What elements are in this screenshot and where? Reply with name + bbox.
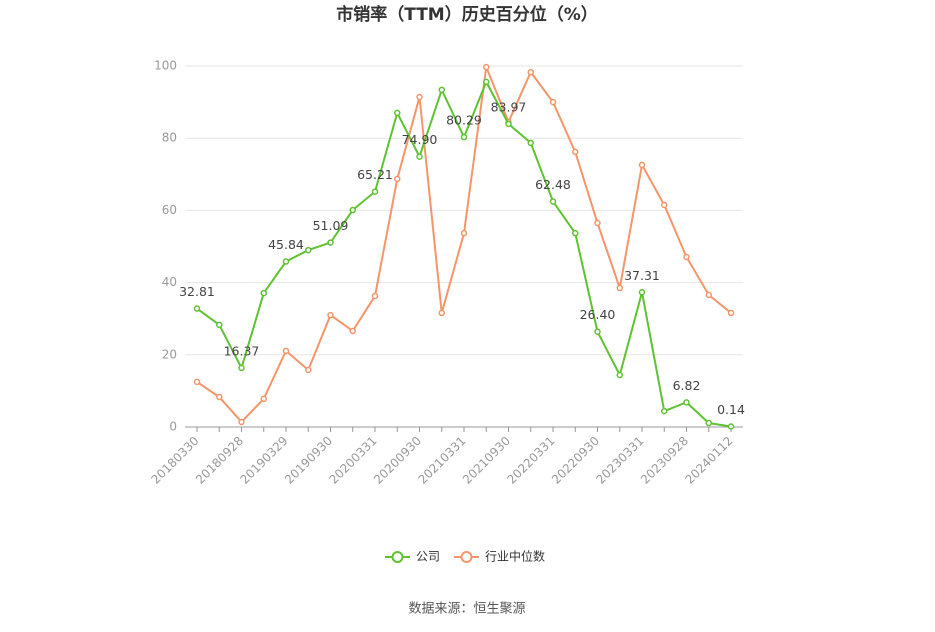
legend-label: 公司	[416, 550, 440, 564]
point	[460, 229, 468, 237]
point	[349, 327, 356, 335]
data-label: 16.37	[224, 343, 260, 358]
point	[483, 78, 490, 86]
point	[705, 291, 712, 299]
source: 数据来源：恒生聚源	[408, 602, 525, 617]
point	[460, 133, 468, 141]
legend-marker	[460, 551, 473, 563]
x-tick-label: 20240112	[683, 434, 736, 487]
data-label: 65.21	[357, 167, 393, 182]
point	[594, 219, 601, 227]
point	[683, 399, 690, 406]
data-label: 51.09	[313, 218, 349, 233]
data-label: 37.31	[624, 268, 660, 283]
data-label: 83.97	[491, 99, 527, 114]
point	[527, 139, 534, 147]
point	[282, 347, 290, 355]
point	[238, 364, 245, 372]
point	[572, 148, 579, 156]
point	[216, 393, 223, 401]
y-tick-label: 0	[169, 420, 177, 434]
point	[549, 198, 557, 205]
data-label: 32.81	[179, 284, 215, 299]
point	[216, 321, 223, 329]
chart-title: 市销率（TTM）历史百分位（%）	[336, 4, 598, 25]
point	[638, 161, 646, 169]
point	[193, 305, 201, 312]
point	[616, 284, 623, 292]
legend-item: 行业中位数	[454, 549, 545, 564]
point	[483, 63, 490, 71]
point	[683, 253, 690, 261]
point	[305, 366, 312, 374]
legend-label: 行业中位数	[485, 549, 545, 564]
point	[594, 328, 601, 335]
point	[661, 407, 668, 415]
point	[438, 309, 445, 317]
point	[371, 292, 379, 300]
legend-marker	[391, 551, 404, 563]
data-label: 74.90	[402, 132, 438, 147]
point	[416, 153, 423, 160]
data-label: 0.14	[717, 402, 745, 417]
y-tick-label: 40	[162, 275, 177, 289]
data-label: 26.40	[580, 307, 616, 322]
point	[305, 246, 312, 254]
y-tick-label: 100	[154, 59, 177, 73]
point	[260, 289, 267, 297]
y-tick-label: 20	[162, 347, 177, 361]
point	[661, 201, 668, 209]
series-line	[196, 79, 732, 428]
point	[705, 419, 712, 427]
point	[727, 423, 735, 430]
point	[193, 378, 201, 386]
point	[327, 311, 334, 319]
point	[394, 109, 401, 117]
point	[327, 239, 334, 246]
data-label: 62.48	[535, 177, 571, 192]
point	[349, 206, 356, 214]
point	[394, 175, 401, 183]
point	[638, 289, 646, 296]
point	[572, 229, 579, 237]
point	[238, 418, 245, 426]
y-tick-label: 60	[162, 203, 177, 217]
point	[527, 68, 534, 76]
point	[416, 93, 423, 101]
point	[282, 258, 290, 265]
data-label: 80.29	[446, 113, 482, 128]
point	[371, 188, 379, 195]
point	[438, 86, 445, 94]
point	[260, 395, 267, 403]
point	[727, 309, 735, 317]
point	[505, 120, 512, 128]
y-tick-label: 80	[162, 131, 177, 145]
legend-item: 公司	[385, 550, 440, 564]
data-label: 45.84	[268, 237, 304, 252]
point	[616, 371, 623, 379]
point	[549, 98, 557, 106]
data-label: 6.82	[673, 378, 701, 393]
